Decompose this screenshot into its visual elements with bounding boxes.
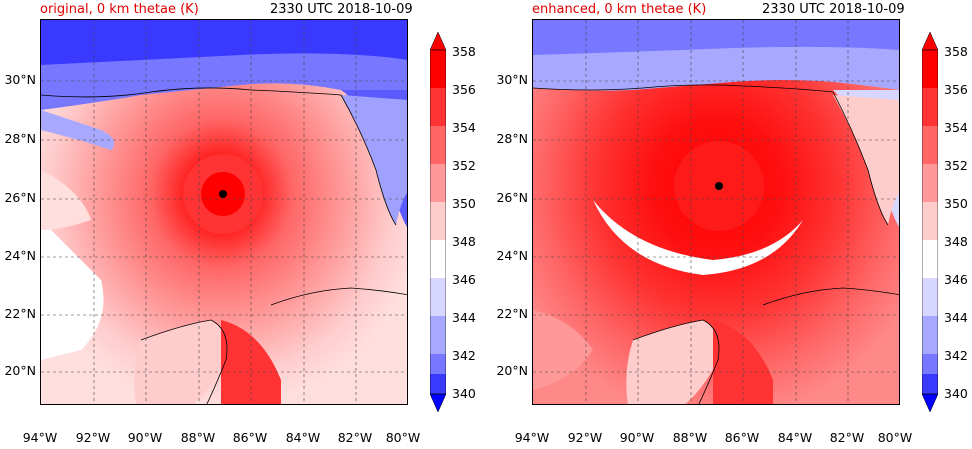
lat-label: 30°N [496,72,528,87]
lat-label: 22°N [4,306,36,321]
lon-label: 80°W [877,430,913,445]
panel-title: original, 0 km thetae (K) [40,2,199,17]
panel-title: enhanced, 0 km thetae (K) [532,2,707,17]
map-panel-enhanced: enhanced, 0 km thetae (K) 2330 UTC 2018-… [492,0,972,449]
colorbar-tick: 344 [944,310,968,325]
lat-label: 30°N [4,72,36,87]
colorbar [429,31,447,413]
colorbar-tick: 346 [944,272,968,287]
colorbar-tick: 344 [452,310,476,325]
colorbar-tick: 358 [452,44,476,59]
lat-label: 24°N [4,248,36,263]
colorbar-tick: 354 [452,120,476,135]
colorbar-tick: 354 [944,120,968,135]
lon-label: 82°W [337,430,373,445]
lat-label: 28°N [4,131,36,146]
colorbar-tick: 352 [452,158,476,173]
lon-label: 90°W [127,430,163,445]
map-plot-enhanced [532,19,900,405]
colorbar-tick: 350 [944,196,968,211]
colorbar [921,31,939,413]
lon-label: 92°W [75,430,111,445]
lat-label: 26°N [4,190,36,205]
panel-time: 2330 UTC 2018-10-09 [270,2,413,17]
lon-label: 94°W [514,430,550,445]
lat-label: 24°N [496,248,528,263]
lat-label: 28°N [496,131,528,146]
colorbar-tick: 348 [944,234,968,249]
lat-label: 22°N [496,306,528,321]
lon-label: 86°W [724,430,760,445]
lon-label: 82°W [829,430,865,445]
colorbar-tick: 346 [452,272,476,287]
lat-label: 26°N [496,190,528,205]
lon-label: 84°W [285,430,321,445]
colorbar-tick: 342 [452,348,476,363]
lon-label: 80°W [385,430,421,445]
lon-label: 88°W [672,430,708,445]
lon-label: 90°W [619,430,655,445]
map-panel-original: original, 0 km thetae (K) 2330 UTC 2018-… [4,2,476,445]
panel-time: 2330 UTC 2018-10-09 [762,2,905,17]
lon-label: 88°W [180,430,216,445]
lon-label: 92°W [567,430,603,445]
colorbar-tick: 348 [452,234,476,249]
colorbar-tick: 350 [452,196,476,211]
colorbar-tick: 356 [452,82,476,97]
colorbar-tick: 340 [944,386,968,401]
colorbar-tick: 356 [944,82,968,97]
lon-label: 94°W [22,430,58,445]
lon-label: 86°W [232,430,268,445]
map-plot-original [40,19,408,405]
colorbar-tick: 340 [452,386,476,401]
colorbar-tick: 352 [944,158,968,173]
lat-label: 20°N [4,363,36,378]
colorbar-tick: 342 [944,348,968,363]
lon-label: 84°W [777,430,813,445]
colorbar-tick: 358 [944,44,968,59]
lat-label: 20°N [496,363,528,378]
